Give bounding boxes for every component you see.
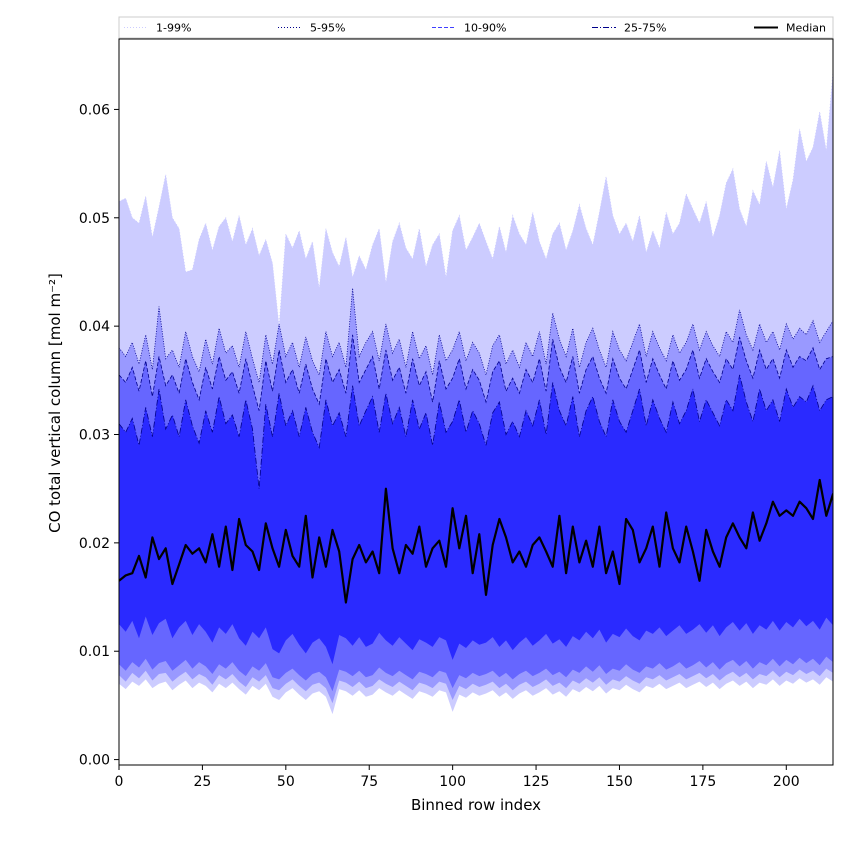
y-tick-label: 0.00 — [79, 753, 110, 769]
y-tick-label: 0.03 — [79, 428, 110, 444]
x-tick-label: 175 — [690, 774, 717, 790]
x-tick-label: 75 — [360, 774, 378, 790]
y-axis-label: CO total vertical column [mol m⁻²] — [46, 273, 64, 533]
plot-area — [119, 71, 833, 715]
band-upper-edge-5-95 — [119, 288, 833, 383]
x-tick-label: 25 — [193, 774, 211, 790]
legend-label: Median — [786, 22, 826, 35]
band-upper-edge-1-99 — [119, 71, 833, 327]
y-tick-label: 0.04 — [79, 319, 110, 335]
legend-label: 5-95% — [310, 22, 345, 35]
band-upper-edge-25-75 — [119, 374, 833, 489]
plot-frame — [118, 38, 834, 766]
x-tick-label: 0 — [115, 774, 124, 790]
y-tick-label: 0.01 — [79, 644, 110, 660]
median-line — [119, 478, 833, 604]
y-tick-label: 0.05 — [79, 211, 110, 227]
legend-label: 1-99% — [156, 22, 191, 35]
x-axis-label: Binned row index — [411, 796, 541, 814]
axes: 0 25 50 75 100 125 150 175 200 0.00 0.01 0.02 0.03 0.… — [79, 38, 834, 790]
legend-label: 25-75% — [624, 22, 666, 35]
x-tick-label: 150 — [606, 774, 633, 790]
y-tick-label: 0.06 — [79, 102, 110, 118]
y-tick-label: 0.02 — [79, 536, 110, 552]
x-tick-label: 50 — [277, 774, 295, 790]
legend: 1-99% 5-95% 10-90% 25-75% Median — [118, 16, 834, 39]
legend-box — [118, 16, 834, 39]
band-25-75 — [119, 374, 833, 665]
legend-label: 10-90% — [464, 22, 506, 35]
band-upper-edge-10-90 — [119, 334, 833, 411]
x-tick-label: 100 — [439, 774, 466, 790]
x-tick-label: 125 — [523, 774, 550, 790]
x-tick-label: 200 — [773, 774, 800, 790]
